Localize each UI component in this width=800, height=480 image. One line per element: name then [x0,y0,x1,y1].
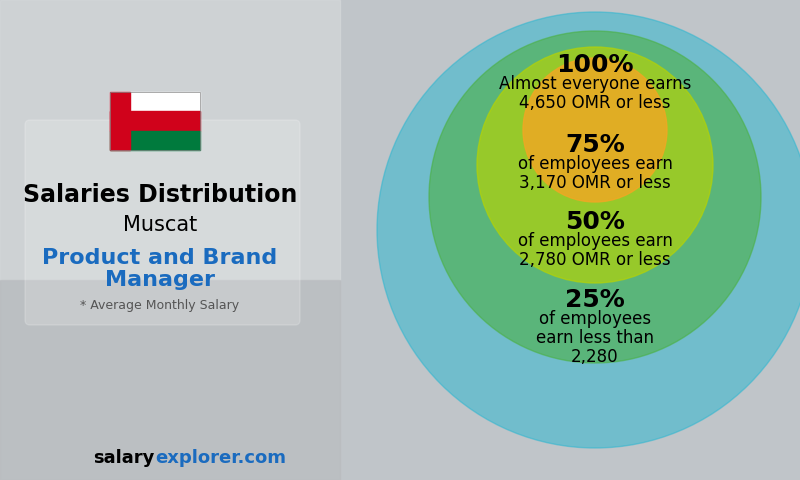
Text: Almost everyone earns: Almost everyone earns [499,75,691,93]
Circle shape [523,58,667,202]
Text: of employees: of employees [539,310,651,328]
Text: 4,650 OMR or less: 4,650 OMR or less [519,94,670,112]
Text: 100%: 100% [556,53,634,77]
Bar [110,92,200,111]
Bar [0,0,340,280]
Bar [110,111,200,131]
Text: 3,170 OMR or less: 3,170 OMR or less [519,174,671,192]
Text: of employees earn: of employees earn [518,232,673,250]
Text: 2,780 OMR or less: 2,780 OMR or less [519,251,671,269]
Text: salary: salary [94,449,155,467]
Bar [110,92,200,150]
Text: explorer.com: explorer.com [155,449,286,467]
Bar [0,280,340,480]
Text: 25%: 25% [565,288,625,312]
Text: earn less than: earn less than [536,329,654,347]
Text: 2,280: 2,280 [571,348,619,366]
Text: 75%: 75% [565,133,625,157]
Circle shape [477,47,713,283]
Text: Salaries Distribution: Salaries Distribution [23,183,297,207]
Circle shape [429,31,761,363]
Text: Muscat: Muscat [123,215,197,235]
Circle shape [377,12,800,448]
Bar [110,131,200,150]
FancyBboxPatch shape [25,120,300,325]
Text: 50%: 50% [565,210,625,234]
Text: Manager: Manager [105,270,215,290]
Text: Product and Brand: Product and Brand [42,248,278,268]
Text: of employees earn: of employees earn [518,155,673,173]
Bar [110,92,130,150]
Text: * Average Monthly Salary: * Average Monthly Salary [81,299,239,312]
